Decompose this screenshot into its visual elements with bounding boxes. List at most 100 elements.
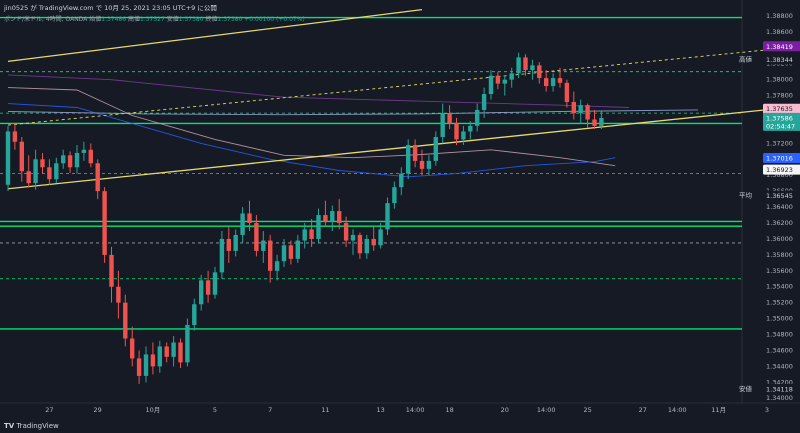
symbol-ohlc-line: ポンド/米ドル, 4時間, OANDA 始値1.37486 高値1.37527 …: [4, 14, 305, 23]
candle-body: [81, 149, 87, 153]
moving-average-line: [7, 74, 630, 108]
price-tag-box: [763, 383, 800, 394]
candle-body: [440, 113, 445, 138]
time-tick-label: 14:00: [537, 406, 556, 414]
close-value: 1.37380: [217, 16, 243, 23]
candle-body: [585, 105, 590, 120]
price-tag-value: 1.37586: [766, 114, 793, 122]
price-tick-label: 1.37200: [766, 139, 793, 147]
candle-body: [544, 78, 549, 87]
price-tick-label: 1.34600: [766, 346, 793, 354]
candle-body: [357, 234, 363, 254]
price-tick-label: 1.35000: [766, 315, 793, 323]
candle-body: [61, 155, 66, 164]
candle-body: [136, 358, 142, 376]
price-tick-label: 1.34000: [766, 394, 793, 402]
candle-body: [488, 75, 494, 95]
candle-body: [475, 109, 480, 126]
time-tick-label: 27: [45, 406, 53, 414]
trend-line: [7, 47, 788, 126]
close-label: 終値: [205, 16, 218, 23]
time-tick-label: 18: [445, 406, 453, 414]
trend-line: [7, 106, 788, 190]
price-tag-value: 1.37635: [766, 105, 793, 113]
price-tick-label: 1.35200: [766, 299, 793, 307]
time-tick-label: 11: [321, 406, 329, 414]
candle-body: [130, 338, 135, 359]
price-tag-box: [763, 190, 800, 201]
candle-body: [19, 141, 24, 172]
price-tag-label: 安値: [739, 384, 753, 393]
candle-body: [192, 304, 197, 325]
candle-body: [150, 354, 156, 367]
price-tick-label: 1.36800: [766, 171, 793, 179]
candle-body: [592, 119, 597, 126]
candle-body: [378, 229, 383, 246]
candle-body: [185, 324, 190, 363]
price-tag-value: 1.36545: [766, 192, 793, 200]
price-tag-box: [763, 103, 800, 114]
high-value: 1.37527: [140, 16, 165, 23]
price-tag-value: 1.38419: [766, 43, 793, 51]
candle-body: [516, 57, 521, 74]
price-tag-value: 02:54:47: [766, 122, 795, 130]
candle-body: [247, 213, 252, 224]
candle-body: [274, 261, 280, 271]
price-tag-box: [763, 153, 800, 164]
symbol-text: ポンド/米ドル, 4時間, OANDA: [4, 16, 88, 23]
price-tick-label: 1.38800: [766, 12, 793, 20]
brand-footer[interactable]: 𝗧𝗩 TradingView: [4, 422, 59, 430]
candle-body: [316, 215, 321, 239]
price-tag-value: 1.36923: [766, 166, 793, 174]
price-tick-label: 1.34200: [766, 378, 793, 386]
candle-body: [157, 346, 162, 367]
publisher-text: jin0525 が TradingView.com で 10月 25, 2021…: [4, 4, 217, 12]
low-value: 1.37380: [178, 16, 204, 23]
candle-body: [171, 342, 176, 357]
price-tag-box: [763, 120, 800, 131]
candle-body: [468, 125, 473, 132]
time-tick-label: 27: [639, 406, 647, 414]
price-tick-label: 1.37800: [766, 92, 793, 100]
candle-body: [406, 144, 411, 174]
candle-body: [178, 342, 183, 363]
candle-body: [261, 240, 266, 251]
price-tick-label: 1.36400: [766, 203, 793, 211]
price-tick-label: 1.36000: [766, 235, 793, 243]
candle-body: [205, 280, 211, 295]
price-tag-label: 高値: [739, 54, 753, 63]
candle-body: [88, 149, 93, 164]
candle-body: [530, 65, 535, 71]
brand-text: TradingView: [16, 422, 59, 430]
low-label: 安値: [166, 16, 179, 23]
candle-body: [433, 137, 438, 161]
time-tick-label: 29: [94, 406, 102, 414]
price-tag-value: 1.38344: [766, 56, 793, 64]
candle-body: [47, 167, 52, 180]
candle-body: [219, 238, 225, 273]
candle-body: [226, 238, 231, 251]
change-value: +0.00100 (+0.07%): [244, 16, 305, 23]
time-tick-label: 13: [376, 406, 384, 414]
candle-body: [74, 152, 80, 168]
high-label: 高値: [127, 16, 140, 23]
time-tick-label: 14:00: [668, 406, 687, 414]
candle-body: [343, 223, 349, 241]
candle-body: [102, 191, 107, 255]
candle-body: [447, 113, 452, 124]
candle-body: [599, 117, 604, 126]
candle-body: [26, 171, 31, 184]
price-tick-label: 1.34800: [766, 331, 793, 339]
price-tick-label: 1.34400: [766, 362, 793, 370]
candle-body: [268, 240, 273, 271]
candle-body: [495, 75, 501, 84]
candle-body: [454, 123, 459, 140]
price-tick-label: 1.38600: [766, 28, 793, 36]
candle-body: [419, 160, 425, 169]
candle-body: [350, 234, 356, 241]
candle-body: [295, 240, 300, 259]
price-tag-value: 1.37016: [766, 155, 793, 163]
price-tick-label: 1.35600: [766, 267, 793, 275]
candle-body: [12, 131, 18, 142]
